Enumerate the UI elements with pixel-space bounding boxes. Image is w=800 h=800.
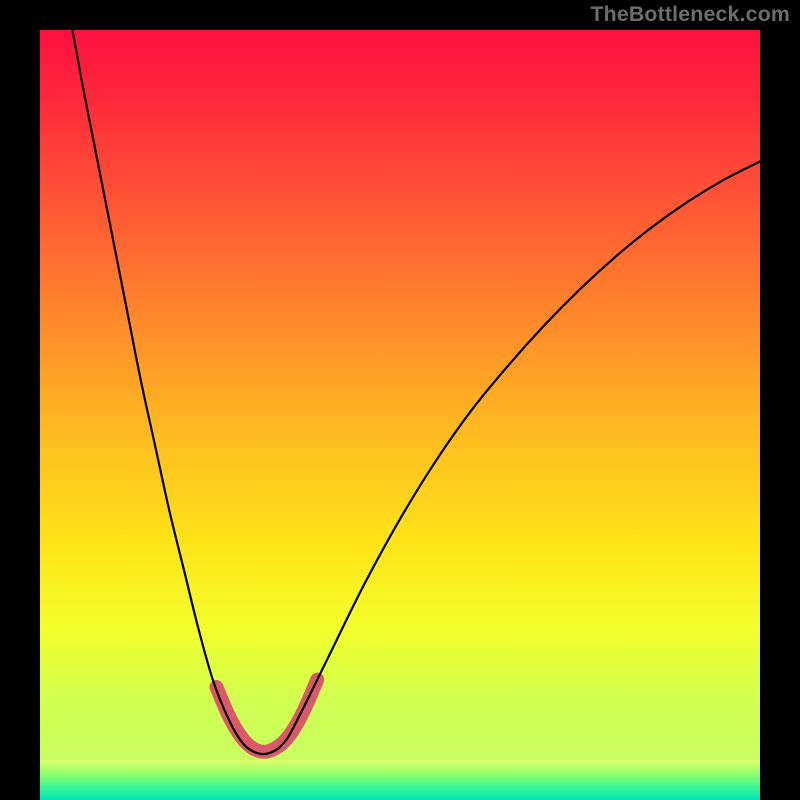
bottleneck-chart	[0, 0, 800, 800]
bottom-green-strip	[40, 760, 760, 800]
plot-background	[40, 30, 760, 760]
watermark-text: TheBottleneck.com	[590, 2, 790, 27]
